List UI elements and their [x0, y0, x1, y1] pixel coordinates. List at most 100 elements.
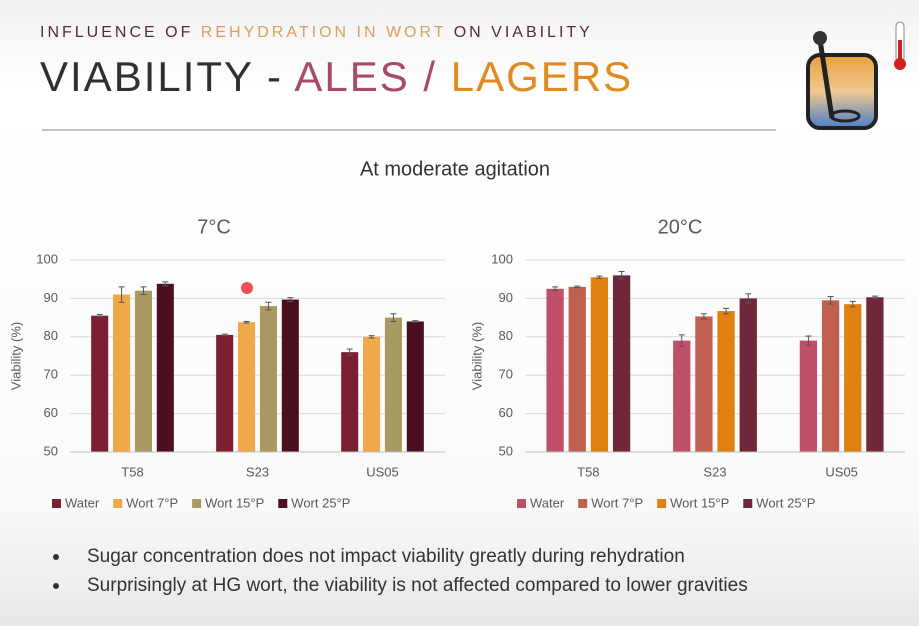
x-tick-label: US05	[825, 464, 858, 479]
x-tick-label: T58	[121, 464, 143, 479]
error-bar	[678, 334, 685, 347]
legend-label: Wort 25°P	[756, 495, 815, 510]
error-bar	[287, 297, 294, 302]
kicker-text: ON VIABILITY	[454, 24, 593, 41]
bar	[568, 286, 586, 452]
bar	[612, 275, 631, 452]
error-bar	[700, 313, 707, 320]
y-axis-label: Viability (%)	[469, 322, 484, 390]
error-bar	[827, 295, 834, 305]
x-tick-label: S23	[703, 464, 726, 479]
error-bar	[552, 286, 559, 292]
bar	[91, 315, 109, 452]
title-ales: ALES	[294, 53, 409, 100]
title-lagers: LAGERS	[451, 53, 633, 100]
error-bar	[346, 348, 353, 356]
bar	[590, 277, 609, 452]
legend-label: Wort 15°P	[205, 495, 264, 510]
bar	[281, 299, 299, 452]
bullet-dot	[53, 554, 59, 560]
legend-swatch	[278, 499, 288, 508]
error-bar	[243, 320, 250, 324]
error-bar	[265, 301, 272, 311]
bar	[717, 311, 735, 452]
legend-label: Wort 15°P	[670, 495, 729, 510]
error-bar	[805, 335, 812, 346]
legend-label: Water	[530, 495, 565, 510]
bullet-dot	[53, 583, 59, 589]
legend-label: Wort 7°P	[126, 495, 178, 510]
y-axis-label: Viability (%)	[8, 322, 23, 390]
error-bar	[162, 281, 169, 287]
error-bar	[96, 314, 103, 318]
bar	[821, 300, 840, 452]
x-tick-label: US05	[366, 464, 399, 479]
subtitle: At moderate agitation	[360, 158, 550, 180]
error-bar	[140, 286, 147, 296]
y-tick-label: 70	[44, 367, 58, 382]
bullet-text: Sugar concentration does not impact viab…	[87, 546, 685, 567]
kicker-highlight: REHYDRATION IN WORT	[201, 24, 446, 41]
y-tick-label: 100	[36, 251, 58, 266]
error-bar	[368, 335, 375, 339]
x-tick-label: S23	[246, 464, 269, 479]
error-bar	[723, 307, 730, 315]
y-tick-label: 60	[44, 405, 58, 420]
legend-swatch	[192, 499, 202, 508]
icon	[806, 21, 906, 130]
error-bar	[618, 271, 625, 280]
bar	[113, 294, 131, 452]
error-bar	[745, 293, 752, 304]
legend-swatch	[657, 499, 667, 508]
bar	[866, 297, 884, 452]
error-bar	[390, 313, 397, 322]
legend-swatch	[578, 499, 588, 508]
bar	[406, 321, 424, 452]
y-tick-label: 60	[499, 405, 513, 420]
bar	[546, 288, 564, 452]
bullet-text: Surprisingly at HG wort, the viability i…	[87, 575, 748, 596]
y-tick-label: 100	[491, 251, 513, 266]
legend-swatch	[113, 499, 123, 508]
error-bar	[871, 295, 878, 299]
bar	[259, 306, 277, 452]
bar	[673, 340, 691, 452]
error-bar	[574, 285, 581, 289]
y-tick-label: 80	[499, 328, 513, 343]
bar	[238, 322, 256, 452]
bar	[216, 334, 234, 452]
title-sep: /	[423, 53, 437, 100]
x-tick-label: T58	[577, 464, 599, 479]
y-tick-label: 70	[499, 367, 513, 382]
bar	[799, 340, 818, 452]
bar	[363, 336, 381, 452]
y-tick-label: 80	[44, 328, 58, 343]
chart-title: 7°C	[197, 216, 231, 238]
kicker: INFLUENCE OF REHYDRATION IN WORT ON VIAB…	[40, 24, 593, 41]
y-tick-label: 90	[499, 290, 513, 305]
title-text: VIABILITY -	[40, 53, 283, 100]
bar	[134, 290, 152, 452]
y-tick-label: 90	[44, 290, 58, 305]
y-tick-label: 50	[499, 443, 513, 458]
legend-label: Water	[65, 495, 100, 510]
error-bar	[118, 286, 125, 303]
error-bar	[221, 333, 228, 337]
legend-label: Wort 7°P	[591, 495, 643, 510]
bar	[156, 283, 174, 452]
laser-pointer	[241, 282, 253, 294]
bar	[384, 317, 402, 452]
legend-swatch	[743, 499, 753, 508]
error-bar	[412, 320, 419, 323]
error-bar	[849, 300, 856, 308]
slide-title: VIABILITY - ALES / LAGERS	[40, 53, 633, 100]
bar	[739, 298, 757, 452]
bar	[695, 316, 713, 452]
legend-swatch	[517, 499, 526, 508]
bar	[341, 352, 359, 452]
legend-label: Wort 25°P	[291, 495, 350, 510]
error-bar	[596, 275, 603, 279]
